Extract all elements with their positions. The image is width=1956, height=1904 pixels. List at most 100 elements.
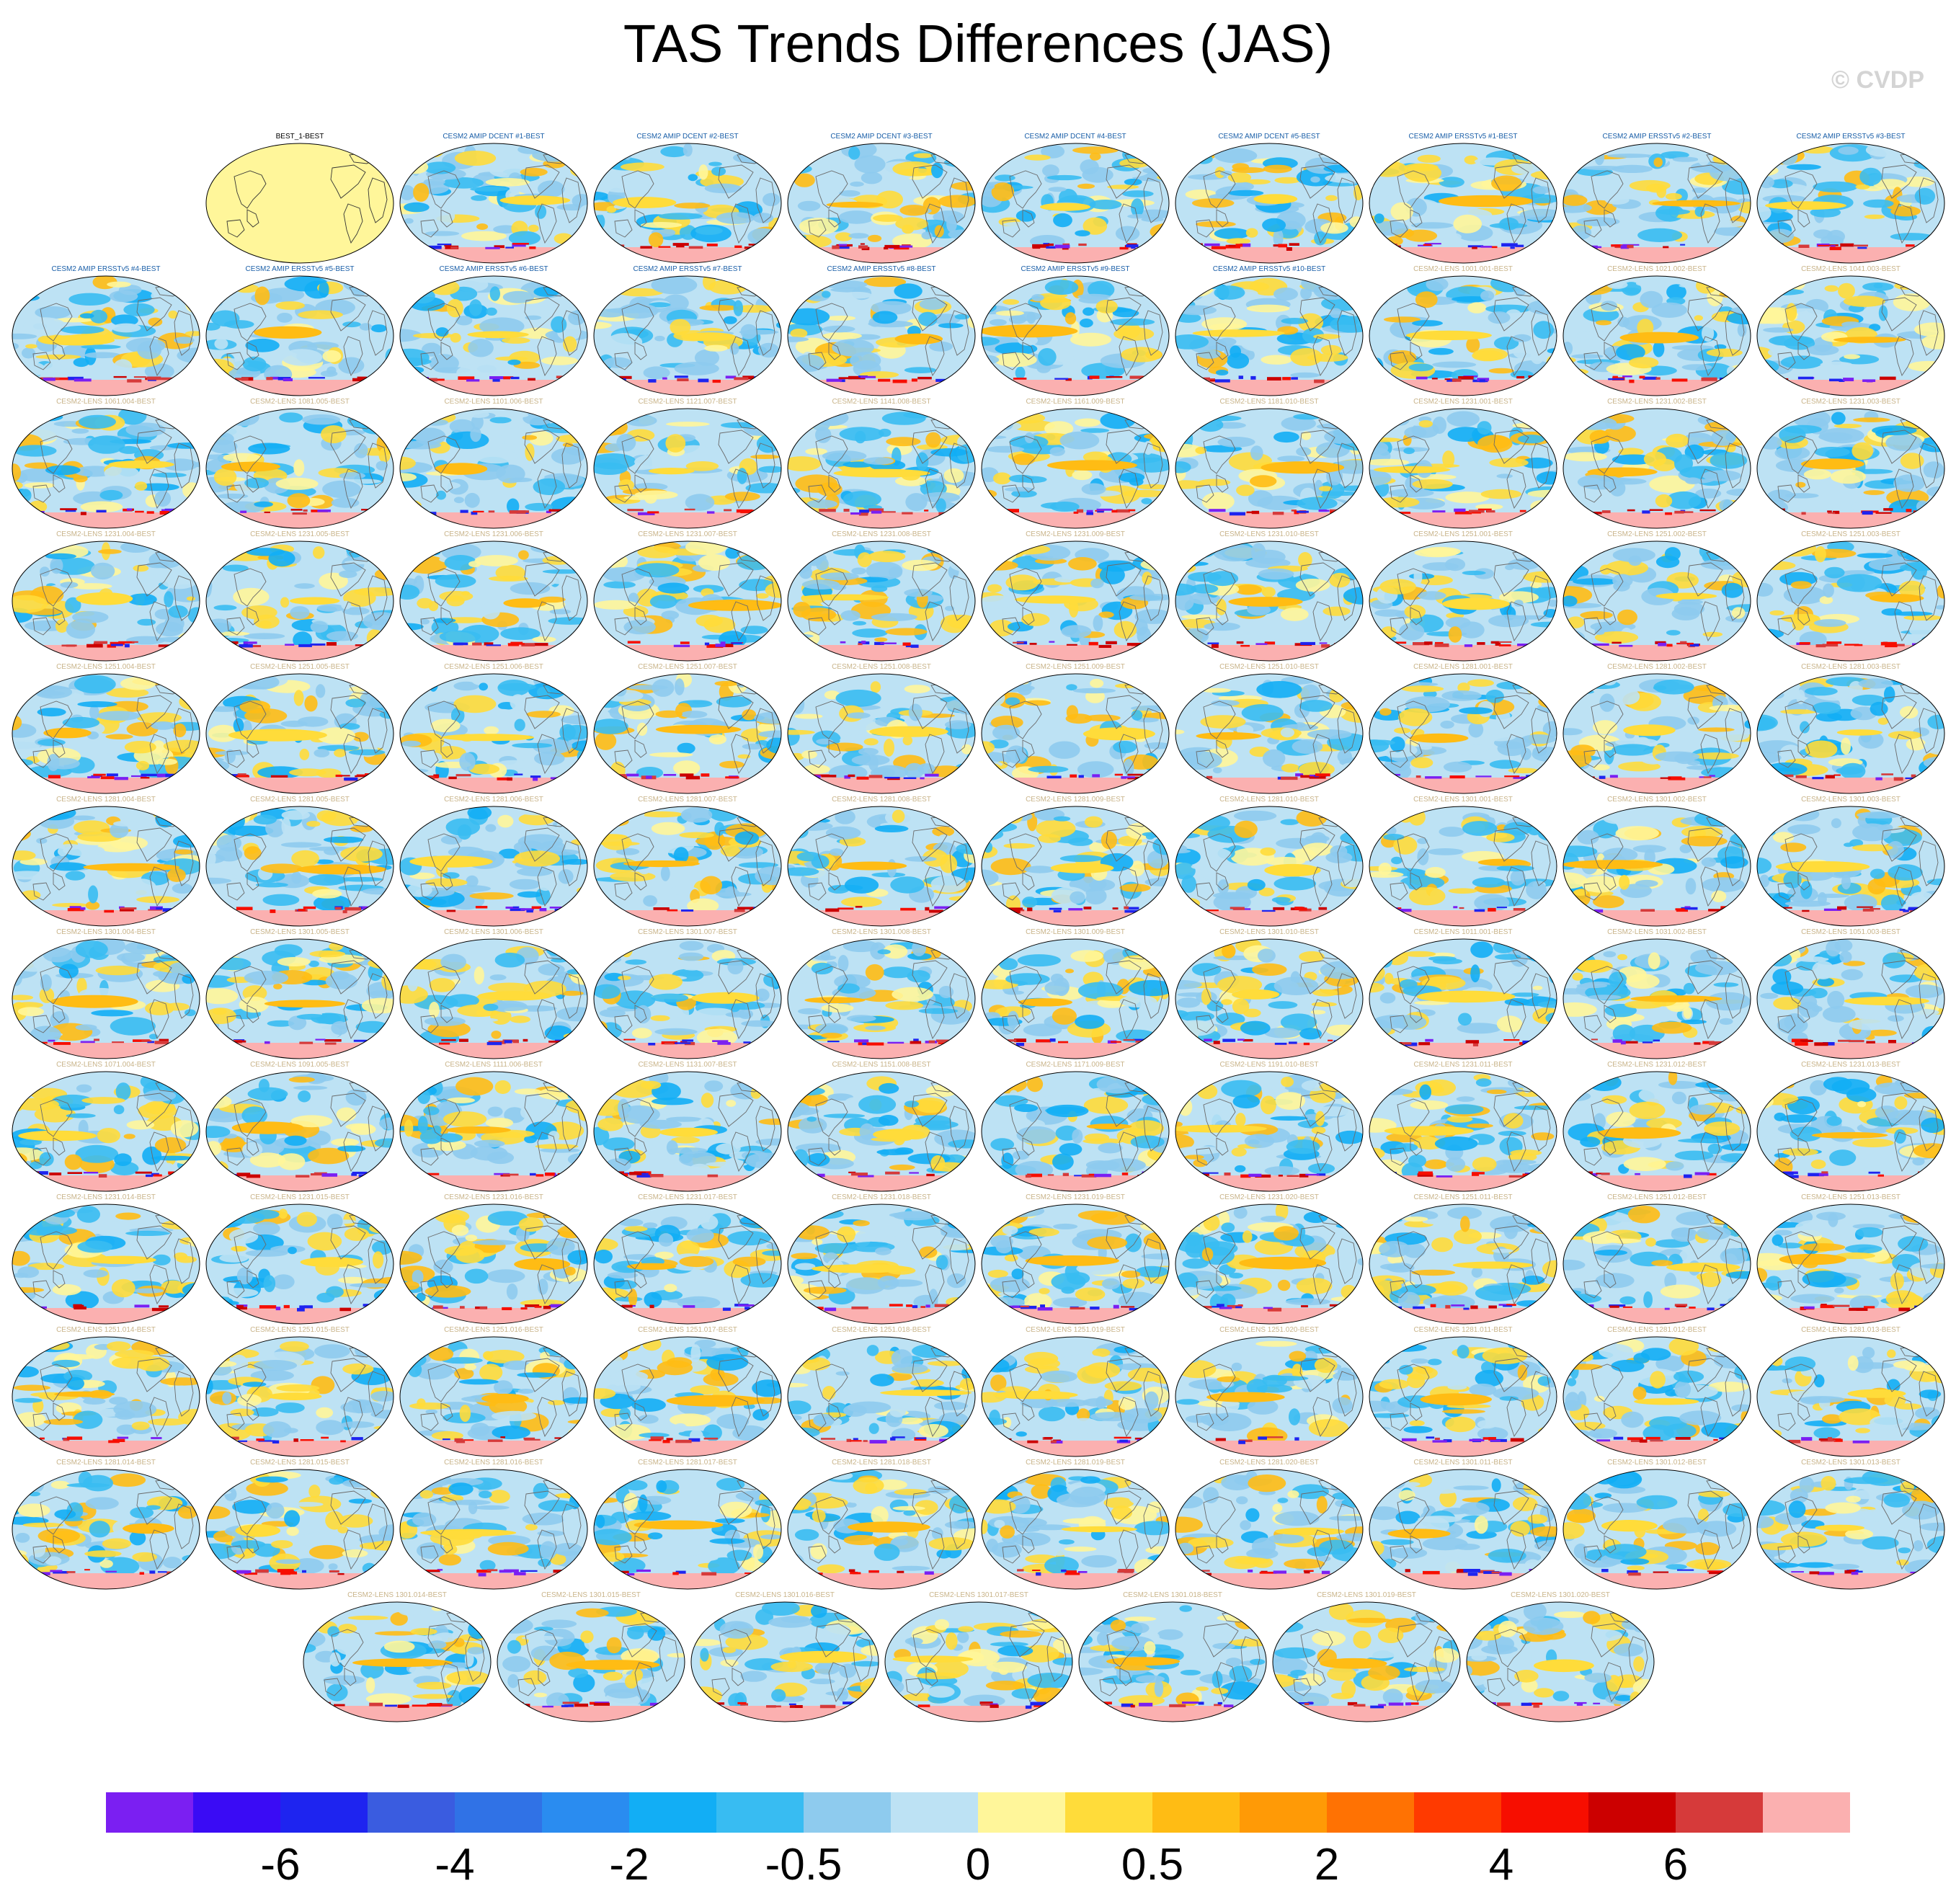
panel-title: CESM2-LENS 1251.008-BEST (832, 663, 931, 671)
map-panel: CESM2 AMIP ERSSTv5 #8-BEST (787, 265, 976, 398)
colorbar-swatch (1327, 1792, 1414, 1833)
globe-map (399, 1469, 588, 1590)
colorbar-swatch (368, 1792, 455, 1833)
panel-title: CESM2-LENS 1301.011-BEST (1413, 1459, 1513, 1467)
map-panel: CESM2-LENS 1231.002-BEST (1562, 398, 1751, 530)
globe-map (1175, 275, 1364, 396)
globe-map (1756, 938, 1945, 1059)
map-panel: CESM2-LENS 1301.009-BEST (981, 928, 1170, 1061)
globe-map (1756, 806, 1945, 927)
panel-title: CESM2-LENS 1301.007-BEST (638, 928, 737, 936)
map-panel: CESM2-LENS 1231.004-BEST (12, 530, 200, 663)
panel-title: BEST_1-BEST (275, 133, 324, 141)
globe-map (205, 1071, 394, 1192)
globe-map (1175, 143, 1364, 264)
panel-title: CESM2-LENS 1061.004-BEST (56, 398, 156, 406)
panel-title: CESM2-LENS 1301.012-BEST (1607, 1459, 1707, 1467)
map-panel: CESM2-LENS 1191.010-BEST (1175, 1061, 1364, 1193)
map-panel: CESM2 AMIP ERSSTv5 #2-BEST (1562, 133, 1751, 265)
globe-map (981, 673, 1170, 794)
map-panel: CESM2-LENS 1231.015-BEST (205, 1193, 394, 1326)
globe-map (1369, 673, 1557, 794)
colorbar-swatch (1501, 1792, 1588, 1833)
globe-map (787, 408, 976, 529)
panel-title: CESM2-LENS 1301.001-BEST (1413, 796, 1513, 804)
globe-map (1369, 1336, 1557, 1457)
globe-map (1175, 1336, 1364, 1457)
map-panel: CESM2-LENS 1011.001-BEST (1369, 928, 1557, 1061)
map-panel: CESM2-LENS 1301.004-BEST (12, 928, 200, 1061)
panel-title: CESM2-LENS 1301.013-BEST (1801, 1459, 1901, 1467)
globe-map (205, 806, 394, 927)
map-panel: CESM2-LENS 1301.016-BEST (690, 1591, 879, 1724)
map-panel: CESM2-LENS 1301.018-BEST (1078, 1591, 1267, 1724)
globe-map (399, 673, 588, 794)
panel-title: CESM2-LENS 1281.020-BEST (1219, 1459, 1319, 1467)
globe-map (205, 143, 394, 264)
map-panel: CESM2-LENS 1281.010-BEST (1175, 796, 1364, 928)
map-panel: CESM2-LENS 1251.010-BEST (1175, 663, 1364, 796)
panel-title: CESM2-LENS 1231.004-BEST (56, 530, 156, 538)
colorbar-tick-label: -4 (435, 1840, 475, 1890)
colorbar-swatch (1152, 1792, 1240, 1833)
map-panel: CESM2-LENS 1051.003-BEST (1756, 928, 1945, 1061)
map-panel: CESM2 AMIP ERSSTv5 #3-BEST (1756, 133, 1945, 265)
map-panel: CESM2-LENS 1301.019-BEST (1272, 1591, 1461, 1724)
globe-map (1175, 540, 1364, 662)
globe-map (399, 806, 588, 927)
globe-map (399, 1204, 588, 1325)
map-panel: CESM2-LENS 1301.006-BEST (399, 928, 588, 1061)
map-panel: CESM2-LENS 1021.002-BEST (1562, 265, 1751, 398)
map-panel: CESM2-LENS 1251.008-BEST (787, 663, 976, 796)
globe-map (303, 1601, 492, 1722)
globe-map (593, 275, 782, 396)
map-panel: CESM2 AMIP ERSSTv5 #7-BEST (593, 265, 782, 398)
map-panel: CESM2-LENS 1301.020-BEST (1466, 1591, 1655, 1724)
globe-map (1175, 806, 1364, 927)
panel-title: CESM2-LENS 1091.005-BEST (250, 1061, 350, 1069)
panel-title: CESM2 AMIP ERSSTv5 #6-BEST (439, 265, 548, 273)
globe-map (205, 1204, 394, 1325)
panel-title: CESM2-LENS 1251.005-BEST (250, 663, 350, 671)
panel-title: CESM2-LENS 1251.020-BEST (1219, 1326, 1319, 1334)
map-panel: CESM2-LENS 1301.015-BEST (497, 1591, 685, 1724)
map-panel: CESM2 AMIP DCENT #4-BEST (981, 133, 1170, 265)
panel-title: CESM2-LENS 1301.016-BEST (735, 1591, 835, 1599)
map-panel: CESM2-LENS 1231.010-BEST (1175, 530, 1364, 663)
panel-title: CESM2-LENS 1251.010-BEST (1219, 663, 1319, 671)
map-panel: CESM2-LENS 1281.006-BEST (399, 796, 588, 928)
map-panel: CESM2-LENS 1251.007-BEST (593, 663, 782, 796)
globe-map (399, 408, 588, 529)
panel-title: CESM2-LENS 1301.006-BEST (444, 928, 543, 936)
panel-title: CESM2-LENS 1251.006-BEST (444, 663, 543, 671)
panel-title: CESM2 AMIP DCENT #5-BEST (1218, 133, 1320, 141)
colorbar-swatch (106, 1792, 193, 1833)
map-panel: CESM2-LENS 1121.007-BEST (593, 398, 782, 530)
panel-title: CESM2-LENS 1231.010-BEST (1219, 530, 1319, 538)
globe-map (1175, 408, 1364, 529)
globe-map (12, 1204, 200, 1325)
map-panel: CESM2-LENS 1251.004-BEST (12, 663, 200, 796)
map-panel: CESM2-LENS 1251.006-BEST (399, 663, 588, 796)
globe-map (1756, 1204, 1945, 1325)
colorbar-swatch (1763, 1792, 1850, 1833)
panel-title: CESM2 AMIP DCENT #1-BEST (443, 133, 545, 141)
colorbar-tick-label: 2 (1314, 1840, 1340, 1890)
panel-title: CESM2 AMIP ERSSTv5 #2-BEST (1602, 133, 1712, 141)
map-panel: BEST_1-BEST (205, 133, 394, 265)
panel-title: CESM2 AMIP DCENT #2-BEST (636, 133, 739, 141)
map-panel: CESM2-LENS 1281.004-BEST (12, 796, 200, 928)
map-panel: CESM2-LENS 1281.018-BEST (787, 1459, 976, 1591)
globe-map (593, 143, 782, 264)
map-panel: CESM2-LENS 1231.009-BEST (981, 530, 1170, 663)
globe-map (205, 408, 394, 529)
globe-map (12, 673, 200, 794)
panel-title: CESM2 AMIP ERSSTv5 #4-BEST (51, 265, 161, 273)
globe-map (1466, 1601, 1655, 1722)
panel-title: CESM2-LENS 1251.001-BEST (1413, 530, 1513, 538)
globe-map (787, 1204, 976, 1325)
globe-map (1175, 673, 1364, 794)
colorbar-tick-label: 6 (1663, 1840, 1689, 1890)
panel-title: CESM2-LENS 1121.007-BEST (638, 398, 737, 406)
map-panel: CESM2-LENS 1281.016-BEST (399, 1459, 588, 1591)
